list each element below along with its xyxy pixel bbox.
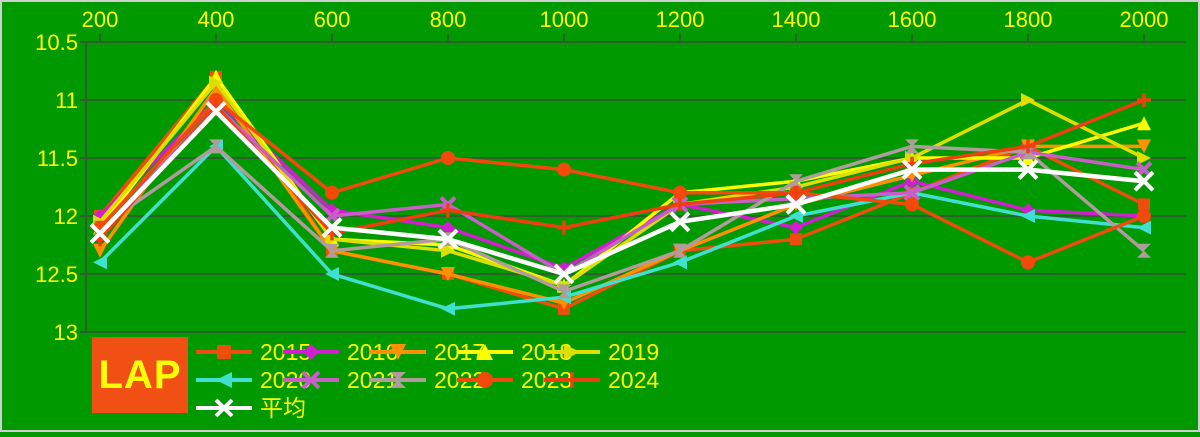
x-tick-label: 1800 [1004, 7, 1053, 32]
series-2017 [93, 81, 1151, 310]
legend-label: 2019 [608, 339, 659, 365]
lap-badge: LAP [92, 337, 188, 413]
y-tick-label: 11.5 [37, 146, 78, 171]
legend-item-2019: 2019 [544, 339, 659, 365]
x-tick-label: 1400 [772, 7, 821, 32]
x-tick-label: 800 [430, 7, 467, 32]
legend-item-平均: 平均 [196, 395, 306, 421]
series-2023 [93, 93, 1151, 270]
y-tick-label: 12.5 [35, 262, 78, 287]
y-tick-label: 10.5 [35, 30, 78, 55]
x-tick-label: 1000 [540, 7, 589, 32]
series-2020 [93, 139, 1151, 316]
legend-item-2024: 2024 [544, 367, 659, 393]
legend-label: 平均 [260, 395, 306, 421]
lap-badge-label: LAP [98, 352, 182, 397]
x-tick-label: 400 [198, 7, 235, 32]
grid-and-axes: 10.5 11 11.5 12 12.5 13 200 400 600 800 1000 1200 14… [35, 7, 1186, 345]
x-tick-label: 1200 [656, 7, 705, 32]
y-tick-label: 11 [55, 88, 78, 113]
series-平均 [89, 101, 1155, 285]
x-tick-label: 200 [82, 7, 119, 32]
y-tick-label: 13 [54, 320, 78, 345]
x-tick-label: 2000 [1120, 7, 1169, 32]
x-tick-label: 1600 [888, 7, 937, 32]
x-tick-label: 600 [314, 7, 351, 32]
y-tick-label: 12 [54, 204, 78, 229]
legend-label: 2024 [608, 367, 659, 393]
